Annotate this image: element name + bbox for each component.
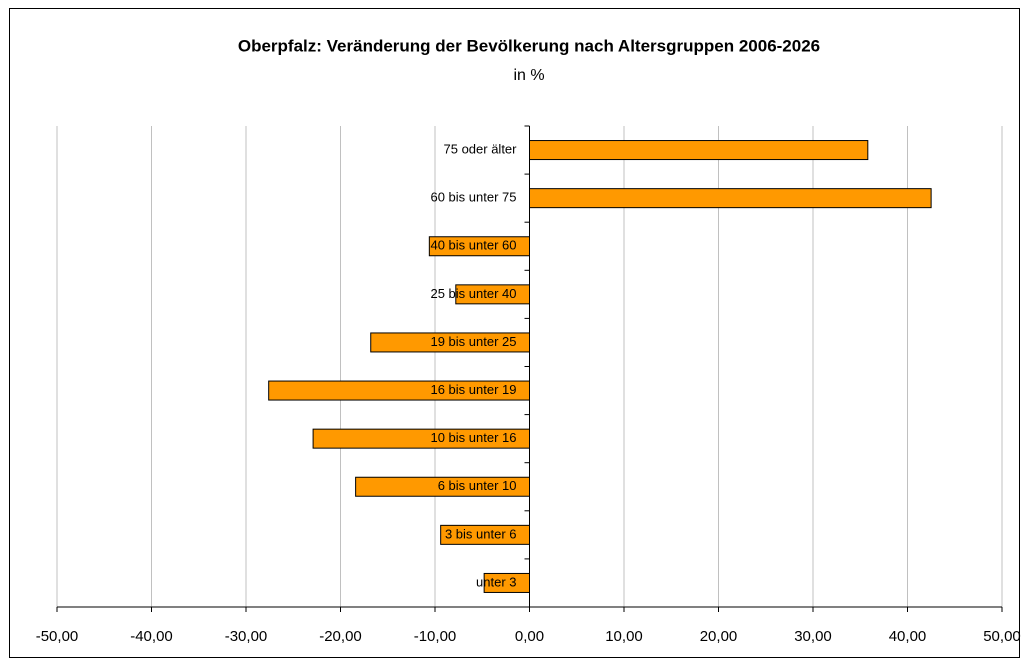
y-tick-label: 16 bis unter 19 (430, 382, 516, 397)
x-tick-label: 50,00 (983, 628, 1021, 645)
chart-subtitle: in % (513, 67, 544, 84)
y-tick-label: 75 oder älter (444, 141, 518, 156)
x-tick-label: -10,00 (414, 628, 457, 645)
bar (529, 188, 932, 209)
x-tick-label: 10,00 (605, 628, 643, 645)
x-tick-label: 30,00 (794, 628, 832, 645)
y-tick-label: 6 bis unter 10 (438, 478, 517, 493)
y-tick-label: 25 bis unter 40 (430, 286, 516, 301)
y-tick-label: 60 bis unter 75 (430, 190, 516, 205)
x-tick-label: 20,00 (700, 628, 738, 645)
y-tick-label: 3 bis unter 6 (445, 526, 517, 541)
x-tick-label: -50,00 (36, 628, 79, 645)
y-tick-label: 10 bis unter 16 (430, 430, 516, 445)
chart-title: Oberpfalz: Veränderung der Bevölkerung n… (238, 36, 820, 55)
x-tick-label: -20,00 (319, 628, 362, 645)
y-tick-label: unter 3 (476, 574, 516, 589)
y-tick-label: 19 bis unter 25 (430, 334, 516, 349)
x-tick-label: -30,00 (225, 628, 268, 645)
x-tick-label: 0,00 (515, 628, 544, 645)
y-tick-label: 40 bis unter 60 (430, 238, 516, 253)
bar (529, 140, 869, 161)
x-tick-label: -40,00 (130, 628, 173, 645)
x-tick-label: 40,00 (889, 628, 927, 645)
